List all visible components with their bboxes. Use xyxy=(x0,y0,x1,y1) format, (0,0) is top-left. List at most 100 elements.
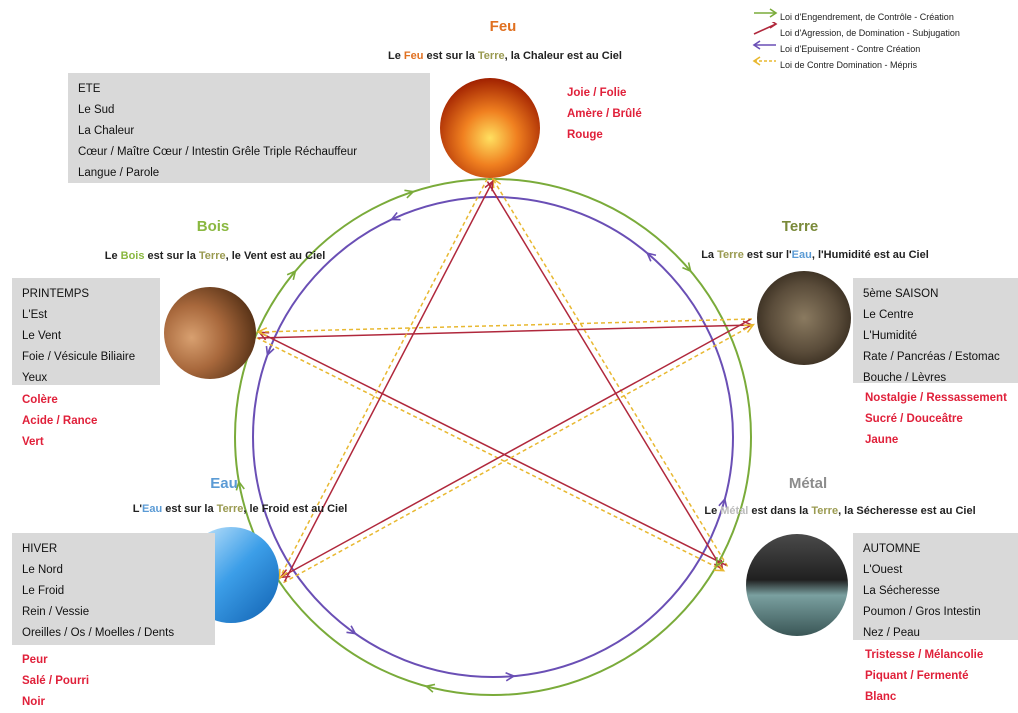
info-box: AUTOMNEL'OuestLa SécheressePoumon / Gros… xyxy=(853,533,1018,640)
counter-creation-circle xyxy=(253,197,733,677)
info-line: 5ème SAISON xyxy=(863,284,1008,305)
trait-line: Amère / Brûlé xyxy=(567,104,642,125)
domination-line xyxy=(487,182,722,570)
info-line: Le Froid xyxy=(22,581,205,602)
trait-line: Joie / Folie xyxy=(567,83,642,104)
info-line: L'Ouest xyxy=(863,560,1008,581)
element-sentence: Le Feu est sur la Terre, la Chaleur est … xyxy=(388,50,622,62)
trait-line: Salé / Pourri xyxy=(22,671,89,692)
info-line: Foie / Vésicule Biliaire xyxy=(22,347,150,368)
trait-line: Acide / Rance xyxy=(22,411,97,432)
trait-line: Peur xyxy=(22,650,89,671)
sentence-part: Terre xyxy=(217,503,244,515)
info-line: Poumon / Gros Intestin xyxy=(863,602,1008,623)
element-sentence: L'Eau est sur la Terre, le Froid est au … xyxy=(133,503,348,515)
traits: Joie / FolieAmère / BrûléRouge xyxy=(567,83,642,146)
info-line: Rate / Pancréas / Estomac xyxy=(863,347,1008,368)
sentence-part: Eau xyxy=(142,503,162,515)
legend-arrow xyxy=(752,22,780,36)
element-name: Métal xyxy=(789,475,827,492)
trait-line: Nostalgie / Ressassement xyxy=(865,388,1007,409)
contempt-line xyxy=(279,179,487,579)
sentence-part: L' xyxy=(133,503,142,515)
legend-item: Loi d'Epuisement - Contre Création xyxy=(752,38,960,54)
legend-text: Loi d'Agression, de Domination - Subjuga… xyxy=(780,28,960,38)
sentence-part: Le xyxy=(388,50,404,62)
pentagram xyxy=(257,178,754,582)
legend-item: Loi d'Engendrement, de Contrôle - Créati… xyxy=(752,6,960,22)
legend-item: Loi d'Agression, de Domination - Subjuga… xyxy=(752,22,960,38)
sentence-part: Le xyxy=(704,505,720,517)
info-line: Oreilles / Os / Moelles / Dents xyxy=(22,623,205,644)
contempt-line xyxy=(493,178,728,566)
info-line: HIVER xyxy=(22,539,205,560)
element-sentence: La Terre est sur l'Eau, l'Humidité est a… xyxy=(701,249,929,261)
sentence-part: Terre xyxy=(811,505,838,517)
sentence-part: est dans la xyxy=(748,505,811,517)
info-line: La Sécheresse xyxy=(863,581,1008,602)
legend-text: Loi d'Epuisement - Contre Création xyxy=(780,44,920,54)
info-line: Cœur / Maître Cœur / Intestin Grêle Trip… xyxy=(78,142,420,163)
contempt-line xyxy=(258,319,752,332)
sentence-part: Bois xyxy=(121,250,145,262)
sentence-part: est sur la xyxy=(162,503,216,515)
trait-line: Sucré / Douceâtre xyxy=(865,409,1007,430)
info-line: AUTOMNE xyxy=(863,539,1008,560)
trait-line: Tristesse / Mélancolie xyxy=(865,645,983,666)
sentence-part: , le Froid est au Ciel xyxy=(243,503,347,515)
trait-line: Rouge xyxy=(567,125,642,146)
sentence-part: , la Sécheresse est au Ciel xyxy=(838,505,976,517)
sentence-part: Terre xyxy=(478,50,505,62)
earth-image xyxy=(757,271,851,365)
info-line: Nez / Peau xyxy=(863,623,1008,640)
sentence-part: Terre xyxy=(199,250,226,262)
domination-line xyxy=(285,181,493,581)
trait-line: Blanc xyxy=(865,687,983,708)
info-line: L'Est xyxy=(22,305,150,326)
sentence-part: La xyxy=(701,249,717,261)
legend-arrow xyxy=(752,54,780,68)
domination-line xyxy=(258,325,752,338)
sentence-part: Terre xyxy=(717,249,744,261)
sentence-part: Eau xyxy=(792,249,812,261)
sentence-part: , l'Humidité est au Ciel xyxy=(812,249,929,261)
sentence-part: , la Chaleur est au Ciel xyxy=(505,50,622,62)
diagram: Loi d'Engendrement, de Contrôle - Créati… xyxy=(0,0,1018,707)
legend: Loi d'Engendrement, de Contrôle - Créati… xyxy=(752,6,960,70)
domination-line xyxy=(281,319,751,577)
trait-line: Noir xyxy=(22,692,89,713)
sentence-part: Métal xyxy=(720,505,748,517)
domination-line xyxy=(259,332,726,565)
element-sentence: Le Métal est dans la Terre, la Sécheress… xyxy=(704,505,975,517)
sentence-part: est sur la xyxy=(423,50,477,62)
sentence-part: est sur la xyxy=(144,250,198,262)
trait-line: Colère xyxy=(22,390,97,411)
sentence-part: Le xyxy=(105,250,121,262)
trait-line: Vert xyxy=(22,432,97,453)
info-line: PRINTEMPS xyxy=(22,284,150,305)
legend-item: Loi de Contre Domination - Mépris xyxy=(752,54,960,70)
info-line: Bouche / Lèvres xyxy=(863,368,1008,383)
element-sentence: Le Bois est sur la Terre, le Vent est au… xyxy=(105,250,326,262)
info-line: Le Centre xyxy=(863,305,1008,326)
sentence-part: , le Vent est au Ciel xyxy=(226,250,326,262)
element-name: Eau xyxy=(210,475,238,492)
element-name: Terre xyxy=(782,218,818,235)
fire-image xyxy=(440,78,540,178)
info-line: Le Nord xyxy=(22,560,205,581)
info-line: Langue / Parole xyxy=(78,163,420,183)
info-line: La Chaleur xyxy=(78,121,420,142)
wood-image xyxy=(164,287,256,379)
sentence-part: est sur l' xyxy=(744,249,792,261)
metal-image xyxy=(746,534,848,636)
trait-line: Jaune xyxy=(865,430,1007,451)
legend-arrow xyxy=(752,6,780,20)
